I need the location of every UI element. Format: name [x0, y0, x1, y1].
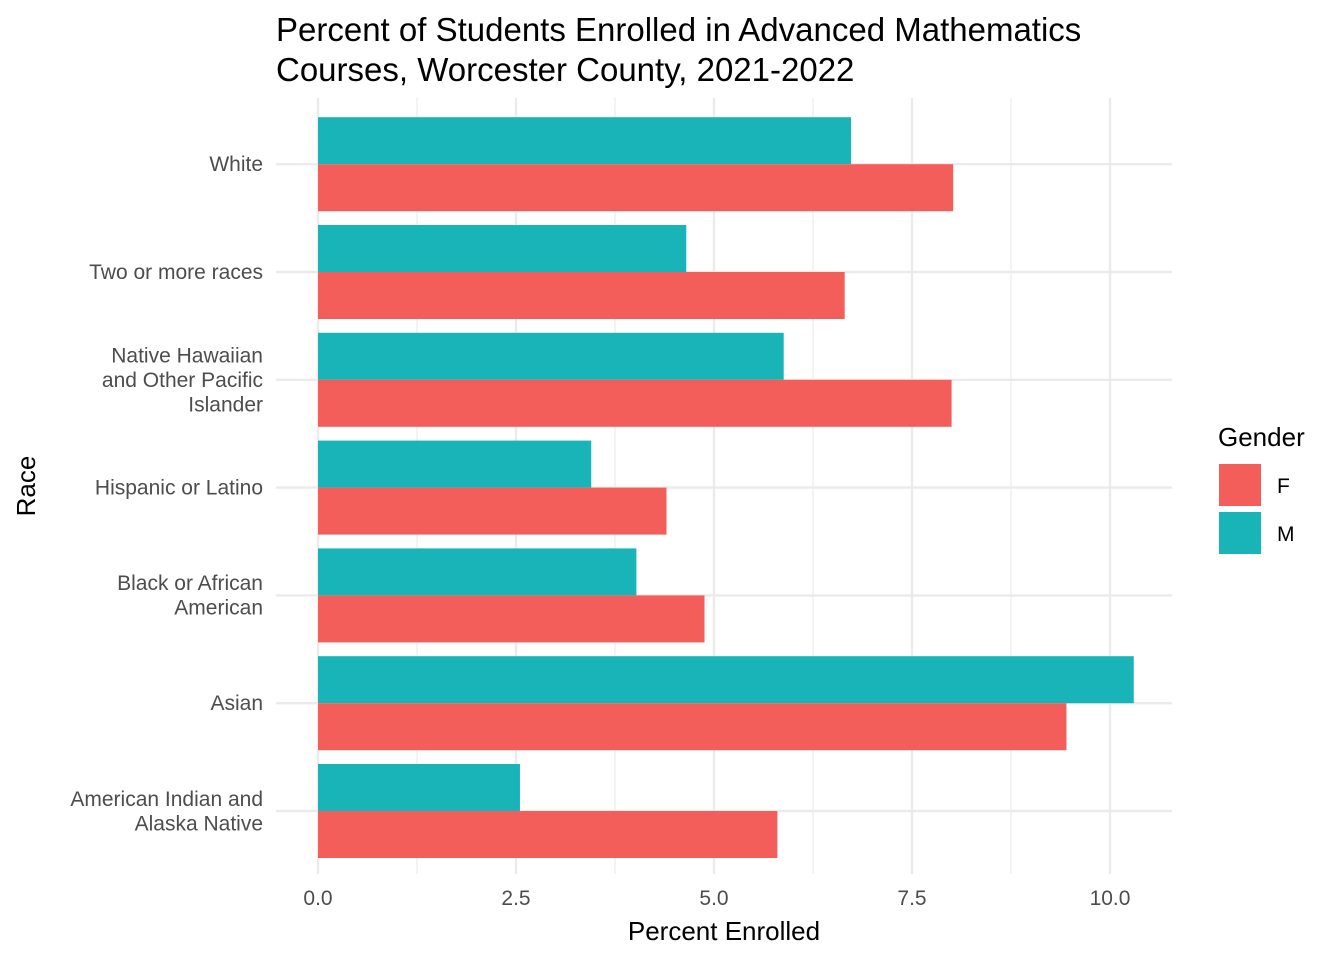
legend-title: Gender: [1218, 422, 1305, 452]
x-tick-label: 10.0: [1090, 887, 1131, 910]
y-tick-label: Asian: [210, 692, 263, 715]
bar-M: [318, 440, 592, 488]
bar-F: [318, 272, 845, 319]
y-tick-label: White: [209, 153, 263, 176]
bar-F: [318, 487, 667, 535]
legend-key-M: [1219, 512, 1261, 554]
x-tick-label: 5.0: [699, 887, 728, 910]
bar-F: [318, 811, 778, 858]
y-axis-title: Race: [11, 456, 41, 517]
y-tick-label: Hispanic or Latino: [95, 477, 263, 500]
legend-label-F: F: [1277, 475, 1290, 498]
y-axis-tick-labels: American Indian and Alaska Native Asian Bla…: [70, 153, 263, 835]
bar-M: [318, 548, 637, 596]
legend-key-F: [1219, 464, 1261, 506]
bar-F: [318, 379, 952, 427]
x-tick-label: 7.5: [897, 887, 926, 910]
x-axis-tick-labels: 0.0 2.5 5.0 7.5 10.0: [303, 887, 1130, 910]
bar-M: [318, 225, 687, 272]
bar-F: [318, 164, 954, 212]
y-tick-label: Two or more races: [89, 261, 263, 284]
bar-M: [318, 332, 784, 380]
bar-M: [318, 764, 520, 811]
bar-F: [318, 703, 1067, 751]
legend-label-M: M: [1277, 523, 1295, 546]
chart-title-line-2: Courses, Worcester County, 2021-2022: [276, 51, 855, 88]
chart-title-line-1: Percent of Students Enrolled in Advanced…: [276, 11, 1082, 48]
chart-title: Percent of Students Enrolled in Advanced…: [276, 10, 1176, 90]
x-tick-label: 2.5: [501, 887, 530, 910]
bar-F: [318, 595, 705, 643]
y-tick-label: American Indian and Alaska Native: [70, 788, 263, 836]
bar-M: [318, 117, 852, 165]
x-tick-label: 0.0: [303, 887, 332, 910]
bars: [318, 117, 1134, 858]
bar-M: [318, 656, 1134, 704]
x-axis-title: Percent Enrolled: [628, 916, 820, 946]
y-tick-label: Black or African American: [117, 572, 263, 620]
legend: Gender F M: [1218, 422, 1305, 554]
y-tick-label: Native Hawaiian and Other Pacific Islander: [102, 344, 263, 416]
